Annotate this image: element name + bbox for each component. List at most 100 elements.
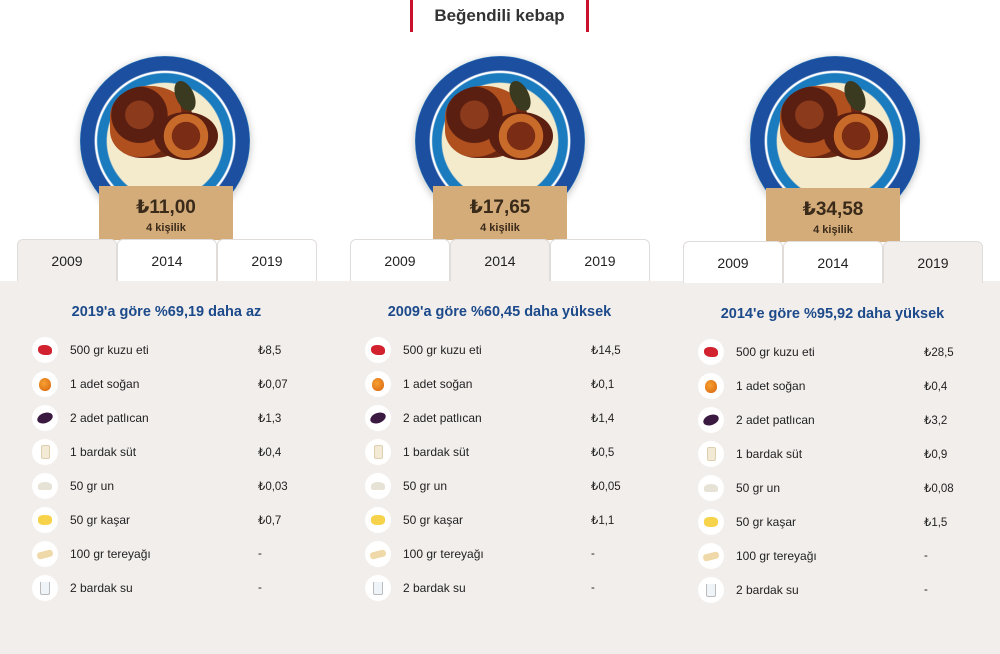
ingredient-name: 1 bardak süt	[70, 445, 137, 459]
ingredient-list: 500 gr kuzu eti ₺28,5 1 adet soğan ₺0,4 2 …	[698, 335, 978, 607]
list-item: 2 adet patlıcan ₺3,2	[698, 403, 978, 437]
ingredient-name: 50 gr kaşar	[403, 513, 464, 527]
ingredient-list: 500 gr kuzu eti ₺8,5 1 adet soğan ₺0,07 2 …	[32, 333, 312, 605]
list-item: 100 gr tereyağı -	[365, 537, 645, 571]
price-value: ₺11,00	[136, 197, 196, 218]
water-glass-icon	[698, 577, 724, 603]
ingredient-name: 50 gr kaşar	[736, 515, 797, 529]
water-glass-icon	[32, 575, 58, 601]
year-tabs: 2009 2014 2019	[17, 239, 317, 283]
list-item: 2 adet patlıcan ₺1,4	[365, 401, 645, 435]
butter-icon	[32, 541, 58, 567]
ingredient-name: 1 adet soğan	[736, 379, 806, 393]
ingredient-name: 100 gr tereyağı	[736, 549, 817, 563]
price-value: ₺17,65	[469, 197, 531, 218]
list-item: 100 gr tereyağı -	[32, 537, 312, 571]
year-tabs: 2009 2014 2019	[683, 241, 983, 285]
ingredient-name: 1 bardak süt	[403, 445, 470, 459]
tab-2014[interactable]: 2014	[450, 239, 550, 281]
tab-2009[interactable]: 2009	[17, 239, 117, 281]
ingredient-name: 50 gr un	[736, 481, 781, 495]
list-item: 50 gr kaşar ₺0,7	[32, 503, 312, 537]
tab-2009[interactable]: 2009	[350, 239, 450, 281]
comparison-text: 2009'a göre %60,45 daha yüksek	[387, 304, 612, 320]
list-item: 50 gr un ₺0,08	[698, 471, 978, 505]
list-item: 50 gr un ₺0,05	[365, 469, 645, 503]
list-item: 1 adet soğan ₺0,1	[365, 367, 645, 401]
ingredient-name: 50 gr un	[403, 479, 448, 493]
ingredient-name: 2 bardak su	[403, 581, 466, 595]
persons-label: 4 kişilik	[813, 224, 853, 236]
eggplant-icon	[365, 405, 391, 431]
list-item: 50 gr kaşar ₺1,1	[365, 503, 645, 537]
price-column-2009: ₺11,00 4 kişilik 2009 2014 2019 2019'a g…	[0, 0, 333, 654]
ingredient-price: ₺1,5	[924, 517, 948, 529]
list-item: 2 bardak su -	[32, 571, 312, 605]
year-tabs: 2009 2014 2019	[350, 239, 650, 283]
tab-2019[interactable]: 2019	[217, 239, 317, 281]
ingredient-price: ₺1,1	[591, 515, 615, 527]
ingredient-price: ₺8,5	[258, 345, 282, 357]
ingredient-price: ₺0,5	[591, 447, 615, 459]
list-item: 1 bardak süt ₺0,9	[698, 437, 978, 471]
page-title: Beğendili kebap	[410, 0, 589, 32]
tab-2009[interactable]: 2009	[683, 241, 783, 283]
ingredient-price: ₺14,5	[591, 345, 621, 357]
flour-icon	[365, 473, 391, 499]
ingredient-name: 2 bardak su	[70, 581, 133, 595]
cheese-icon	[32, 507, 58, 533]
ingredient-name: 50 gr un	[70, 479, 115, 493]
ingredient-price: ₺0,05	[591, 481, 621, 493]
tab-2019[interactable]: 2019	[550, 239, 650, 281]
ingredient-price: ₺0,1	[591, 379, 615, 391]
ingredient-price: ₺0,4	[924, 381, 948, 393]
ingredient-price: ₺0,03	[258, 481, 288, 493]
milk-icon	[698, 441, 724, 467]
ingredient-name: 2 bardak su	[736, 583, 799, 597]
list-item: 2 bardak su -	[365, 571, 645, 605]
ingredient-name: 1 adet soğan	[403, 377, 473, 391]
price-value: ₺34,58	[802, 199, 864, 220]
ingredient-price: ₺0,08	[924, 483, 954, 495]
ingredient-name: 500 gr kuzu eti	[736, 345, 815, 359]
list-item: 1 bardak süt ₺0,5	[365, 435, 645, 469]
list-item: 500 gr kuzu eti ₺28,5	[698, 335, 978, 369]
milk-icon	[32, 439, 58, 465]
meat-icon	[365, 337, 391, 363]
tab-2014[interactable]: 2014	[117, 239, 217, 281]
list-item: 1 bardak süt ₺0,4	[32, 435, 312, 469]
butter-icon	[365, 541, 391, 567]
ingredient-name: 2 adet patlıcan	[70, 411, 149, 425]
ingredient-price: ₺0,7	[258, 515, 282, 527]
ingredient-price: -	[924, 584, 928, 596]
water-glass-icon	[365, 575, 391, 601]
price-column-2014: ₺17,65 4 kişilik 2009 2014 2019 2009'a g…	[333, 0, 666, 654]
ingredient-price: -	[591, 582, 595, 594]
ingredient-price: ₺0,07	[258, 379, 288, 391]
flour-icon	[32, 473, 58, 499]
ingredient-name: 500 gr kuzu eti	[403, 343, 482, 357]
ingredient-price: ₺1,3	[258, 413, 282, 425]
list-item: 500 gr kuzu eti ₺14,5	[365, 333, 645, 367]
persons-label: 4 kişilik	[480, 222, 520, 234]
flour-icon	[698, 475, 724, 501]
cheese-icon	[365, 507, 391, 533]
ingredient-price: -	[924, 550, 928, 562]
ingredient-price: ₺0,4	[258, 447, 282, 459]
ingredient-list: 500 gr kuzu eti ₺14,5 1 adet soğan ₺0,1 2 …	[365, 333, 645, 605]
ingredient-name: 1 bardak süt	[736, 447, 803, 461]
price-box: ₺17,65 4 kişilik	[433, 186, 567, 240]
tab-2014[interactable]: 2014	[783, 241, 883, 283]
comparison-text: 2014'e göre %95,92 daha yüksek	[720, 306, 945, 322]
list-item: 2 bardak su -	[698, 573, 978, 607]
tab-2019[interactable]: 2019	[883, 241, 983, 283]
content-panel	[0, 281, 1000, 654]
list-item: 500 gr kuzu eti ₺8,5	[32, 333, 312, 367]
ingredient-name: 100 gr tereyağı	[70, 547, 151, 561]
onion-icon	[32, 371, 58, 397]
list-item: 1 adet soğan ₺0,07	[32, 367, 312, 401]
persons-label: 4 kişilik	[146, 222, 186, 234]
ingredient-name: 500 gr kuzu eti	[70, 343, 149, 357]
butter-icon	[698, 543, 724, 569]
ingredient-price: -	[591, 548, 595, 560]
